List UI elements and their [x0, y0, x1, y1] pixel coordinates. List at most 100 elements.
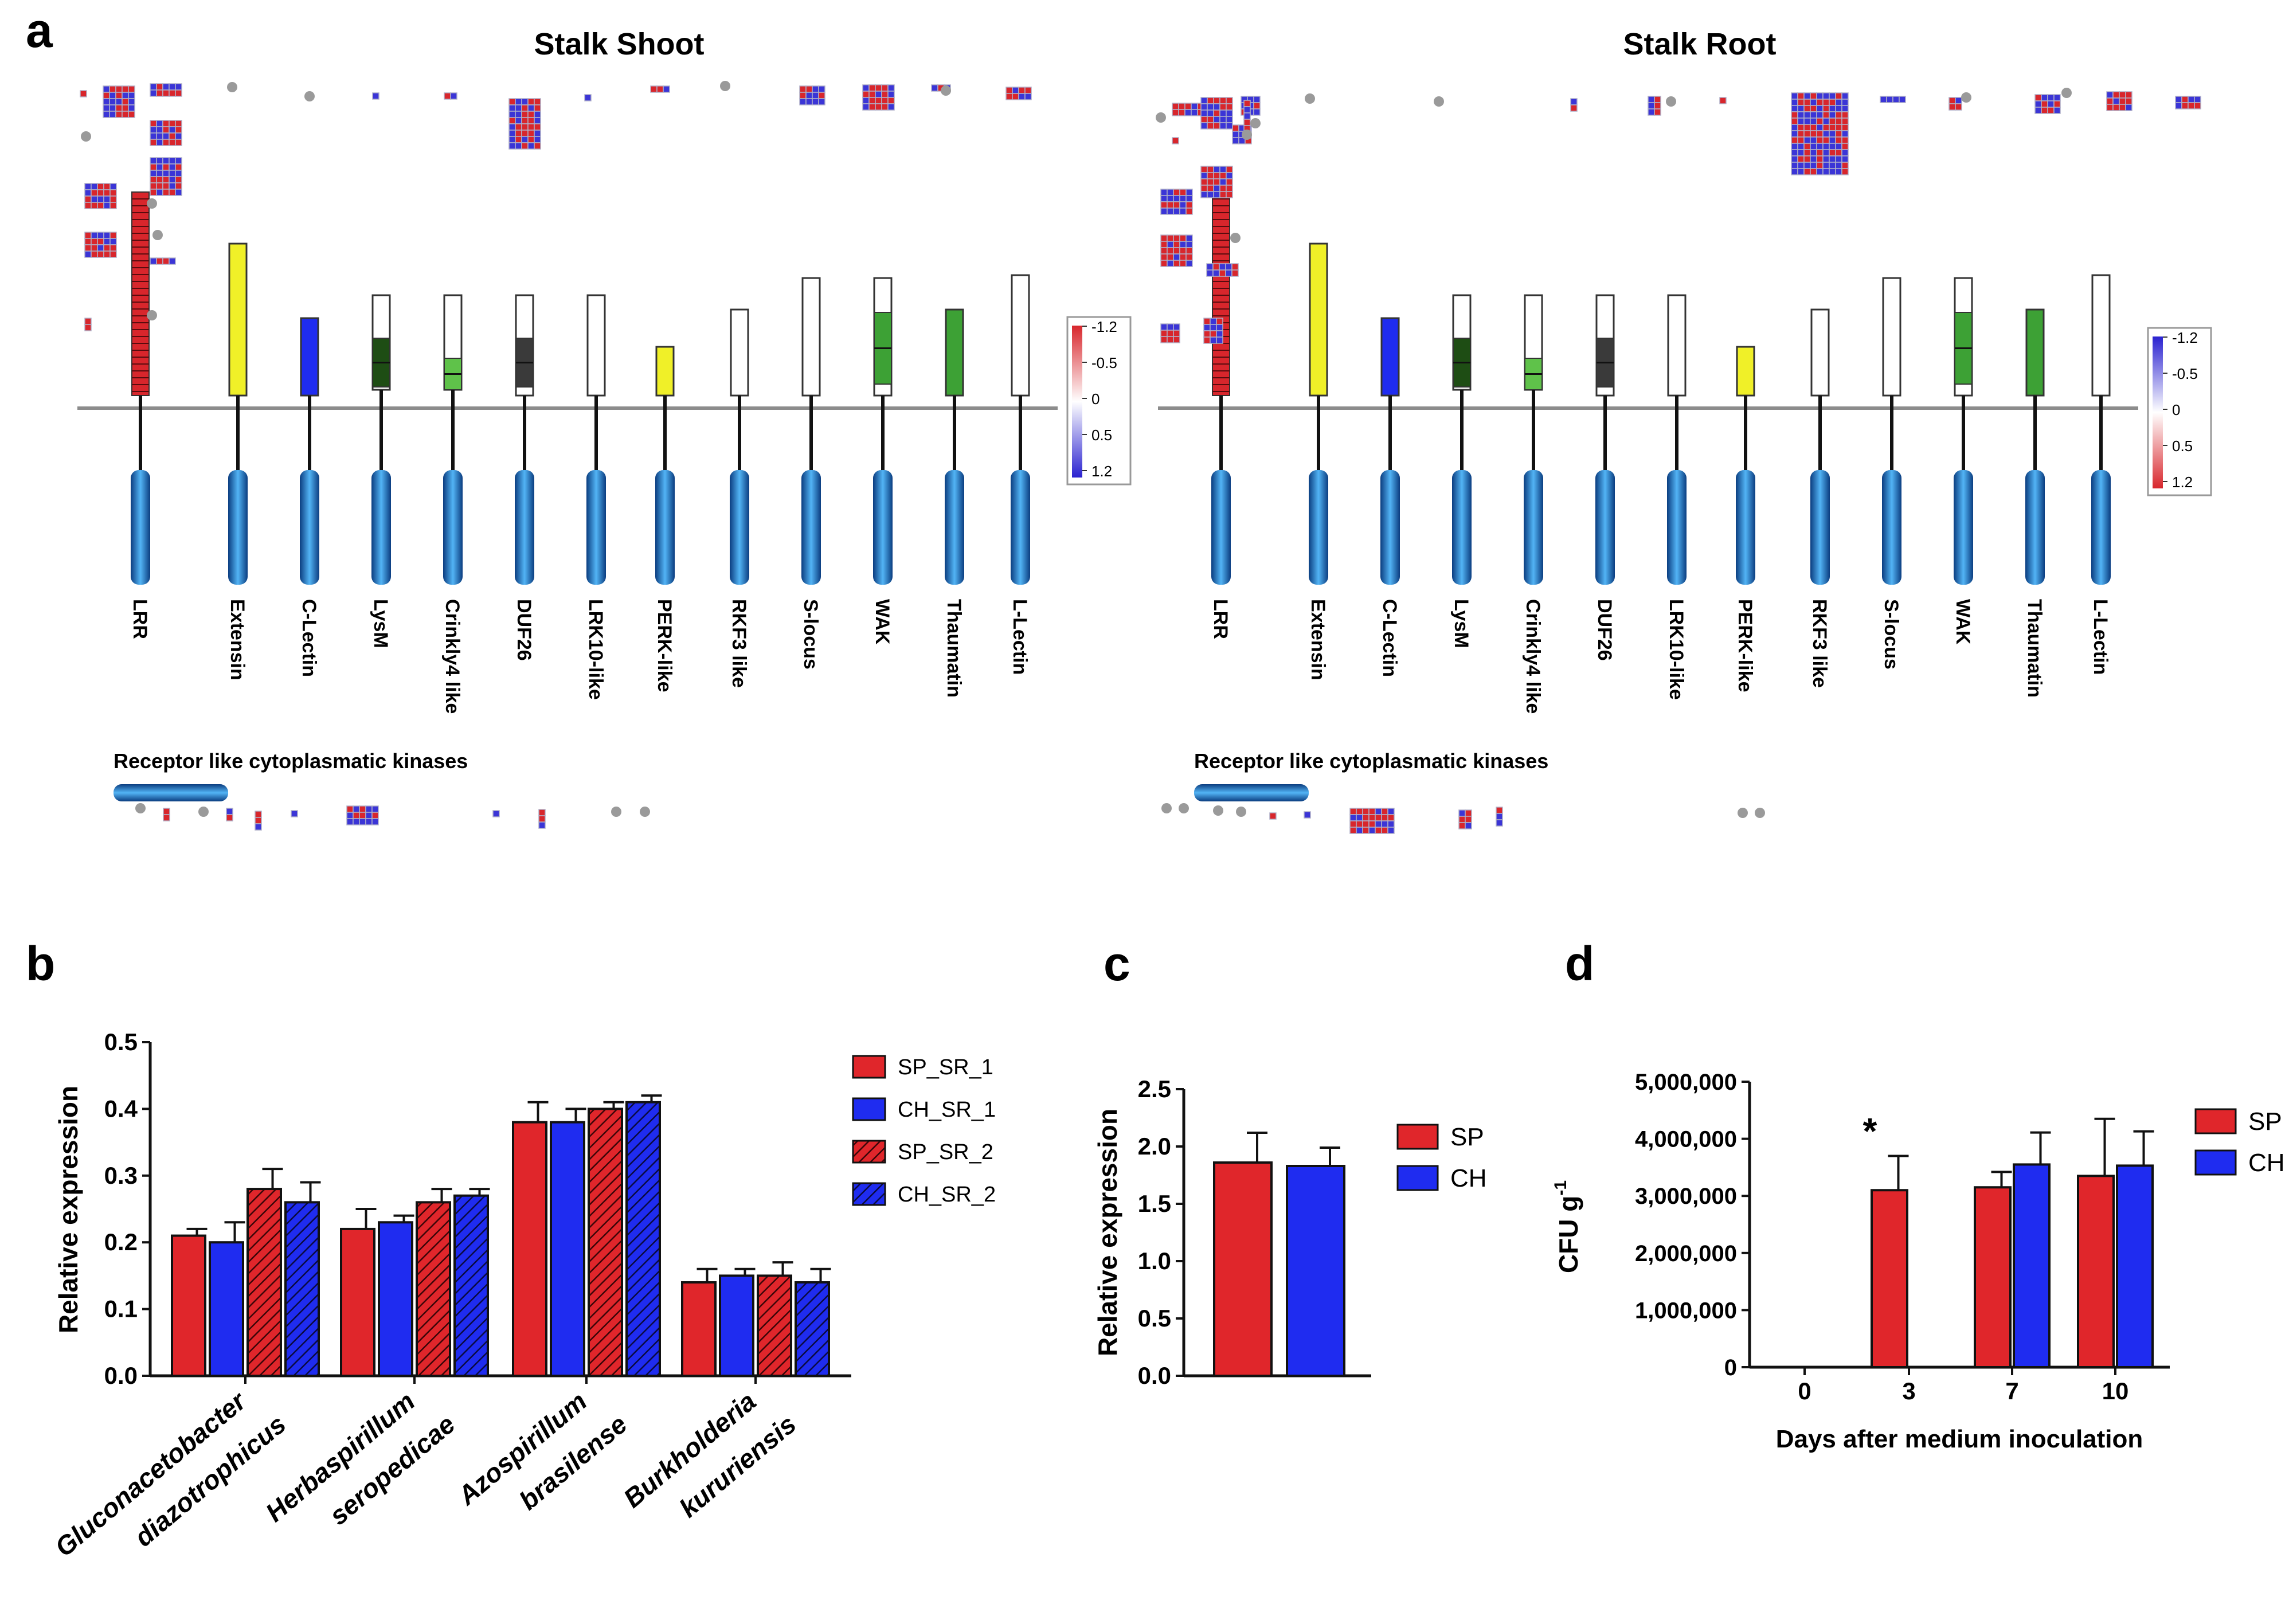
- gray-dot: [198, 807, 209, 817]
- bar-sp_sr_2: [757, 1274, 792, 1377]
- heat-cell: [538, 815, 546, 823]
- heat-cell: [1375, 814, 1382, 821]
- heat-cell: [122, 104, 129, 112]
- heat-cell: [84, 189, 92, 197]
- gray-dot: [152, 230, 163, 240]
- heat-cell: [1381, 808, 1388, 815]
- heat-cell: [1200, 172, 1208, 179]
- y-tick-label: 0.4: [104, 1095, 138, 1122]
- heat-cell: [805, 98, 813, 105]
- heat-cell: [1173, 336, 1180, 343]
- heat-cell: [1829, 143, 1836, 150]
- heat-cell: [1167, 241, 1174, 248]
- heat-cell: [150, 170, 157, 177]
- heat-cell: [1797, 118, 1805, 125]
- heat-cell: [371, 805, 379, 813]
- heat-cell: [109, 92, 116, 99]
- heat-cell: [103, 111, 110, 118]
- heat-cell: [1803, 105, 1811, 112]
- heat-cell: [1200, 103, 1208, 111]
- heat-cell: [1948, 103, 1956, 111]
- heat-cell: [1791, 149, 1798, 156]
- domain-label: C-Lectin: [1379, 599, 1400, 677]
- domain-label: L-Lectin: [2090, 599, 2111, 675]
- bar-ch: [2116, 1164, 2154, 1368]
- heat-cell: [2119, 91, 2126, 99]
- heat-cell: [1570, 98, 1578, 105]
- kinase-domain: [371, 470, 391, 585]
- heat-cell: [1173, 330, 1180, 337]
- y-tick-label: 1.0: [1138, 1247, 1171, 1274]
- heat-cell: [1160, 323, 1168, 331]
- heat-cell: [150, 83, 157, 91]
- legend-label: 0.5: [2172, 437, 2193, 455]
- gray-dot: [720, 81, 730, 91]
- heat-cell: [156, 89, 163, 97]
- color-scale-legend: -1.2 -0.5 0 0.5 1.2: [1066, 316, 1132, 486]
- heat-cell: [1160, 247, 1168, 255]
- heat-cell: [1185, 208, 1193, 215]
- heat-cell: [1841, 105, 1849, 112]
- heat-cell: [156, 120, 163, 127]
- heat-cell: [103, 195, 111, 203]
- heat-cell: [534, 111, 541, 118]
- heat-cell: [1172, 137, 1179, 144]
- heat-cell: [1829, 149, 1836, 156]
- x-tick-label: 0: [1798, 1378, 1811, 1404]
- bar-sp: [1871, 1189, 1908, 1368]
- heat-cell: [150, 132, 157, 140]
- heat-cell: [887, 84, 895, 92]
- panel-c-bar-chart: 0.0 0.5 1.0 1.5 2.0 2.5 Relative expression SP C…: [1093, 1075, 1487, 1389]
- panel-d-bar-chart: 0 1,000,000 2,000,000 3,000,000 4,000,000 5,0…: [1551, 1070, 2285, 1453]
- heat-cell: [1835, 155, 1842, 163]
- heat-cell: [1219, 103, 1227, 111]
- heat-cell: [1160, 195, 1168, 202]
- gray-dot: [941, 85, 951, 96]
- heat-cell: [2034, 107, 2042, 114]
- heat-cell: [1225, 263, 1232, 271]
- heat-cell: [1803, 143, 1811, 150]
- x-tick-label: 3: [1902, 1378, 1915, 1404]
- heat-cell: [1179, 260, 1187, 267]
- heat-cell: [2106, 97, 2114, 105]
- heat-cell: [515, 117, 522, 124]
- heat-cell: [359, 812, 366, 819]
- heat-cell: [1243, 100, 1251, 107]
- kinase-domain: [801, 470, 821, 585]
- heat-cell: [1207, 116, 1214, 123]
- kinase-domain: [1595, 470, 1615, 585]
- heat-cell: [353, 818, 360, 825]
- heat-cell: [109, 202, 117, 209]
- heat-cell: [527, 111, 535, 118]
- heat-cell: [103, 98, 110, 105]
- heat-cell: [534, 98, 541, 105]
- heat-cell: [1791, 168, 1798, 175]
- heat-cell: [103, 202, 111, 209]
- heat-cell: [2188, 96, 2195, 103]
- heat-cell: [1835, 99, 1842, 106]
- heat-cell: [1173, 195, 1180, 202]
- heat-cell: [1185, 260, 1193, 267]
- heat-cell: [103, 183, 111, 190]
- legend-entry: CH_SR_2: [898, 1183, 996, 1207]
- heat-cell: [162, 170, 170, 177]
- heat-cell: [1213, 185, 1220, 192]
- x-axis-title: Days after medium inoculation: [1776, 1425, 2143, 1453]
- heat-cell: [1822, 130, 1830, 138]
- legend-label: -1.2: [2172, 329, 2198, 346]
- heat-cell: [156, 126, 163, 134]
- heat-cell: [1213, 172, 1220, 179]
- heat-cell: [1200, 116, 1208, 123]
- bar-ch_sr_1: [550, 1121, 585, 1378]
- heat-cell: [150, 120, 157, 127]
- heat-cell: [2194, 102, 2201, 109]
- heat-cell: [1822, 162, 1830, 169]
- heat-cell: [1791, 136, 1798, 144]
- heat-cell: [1207, 178, 1214, 186]
- heat-cell: [1203, 330, 1211, 338]
- heat-cell: [1841, 168, 1849, 175]
- heat-cell: [1191, 103, 1198, 110]
- heat-cell: [1349, 820, 1357, 828]
- domain-label: Crinkly4 like: [441, 599, 463, 714]
